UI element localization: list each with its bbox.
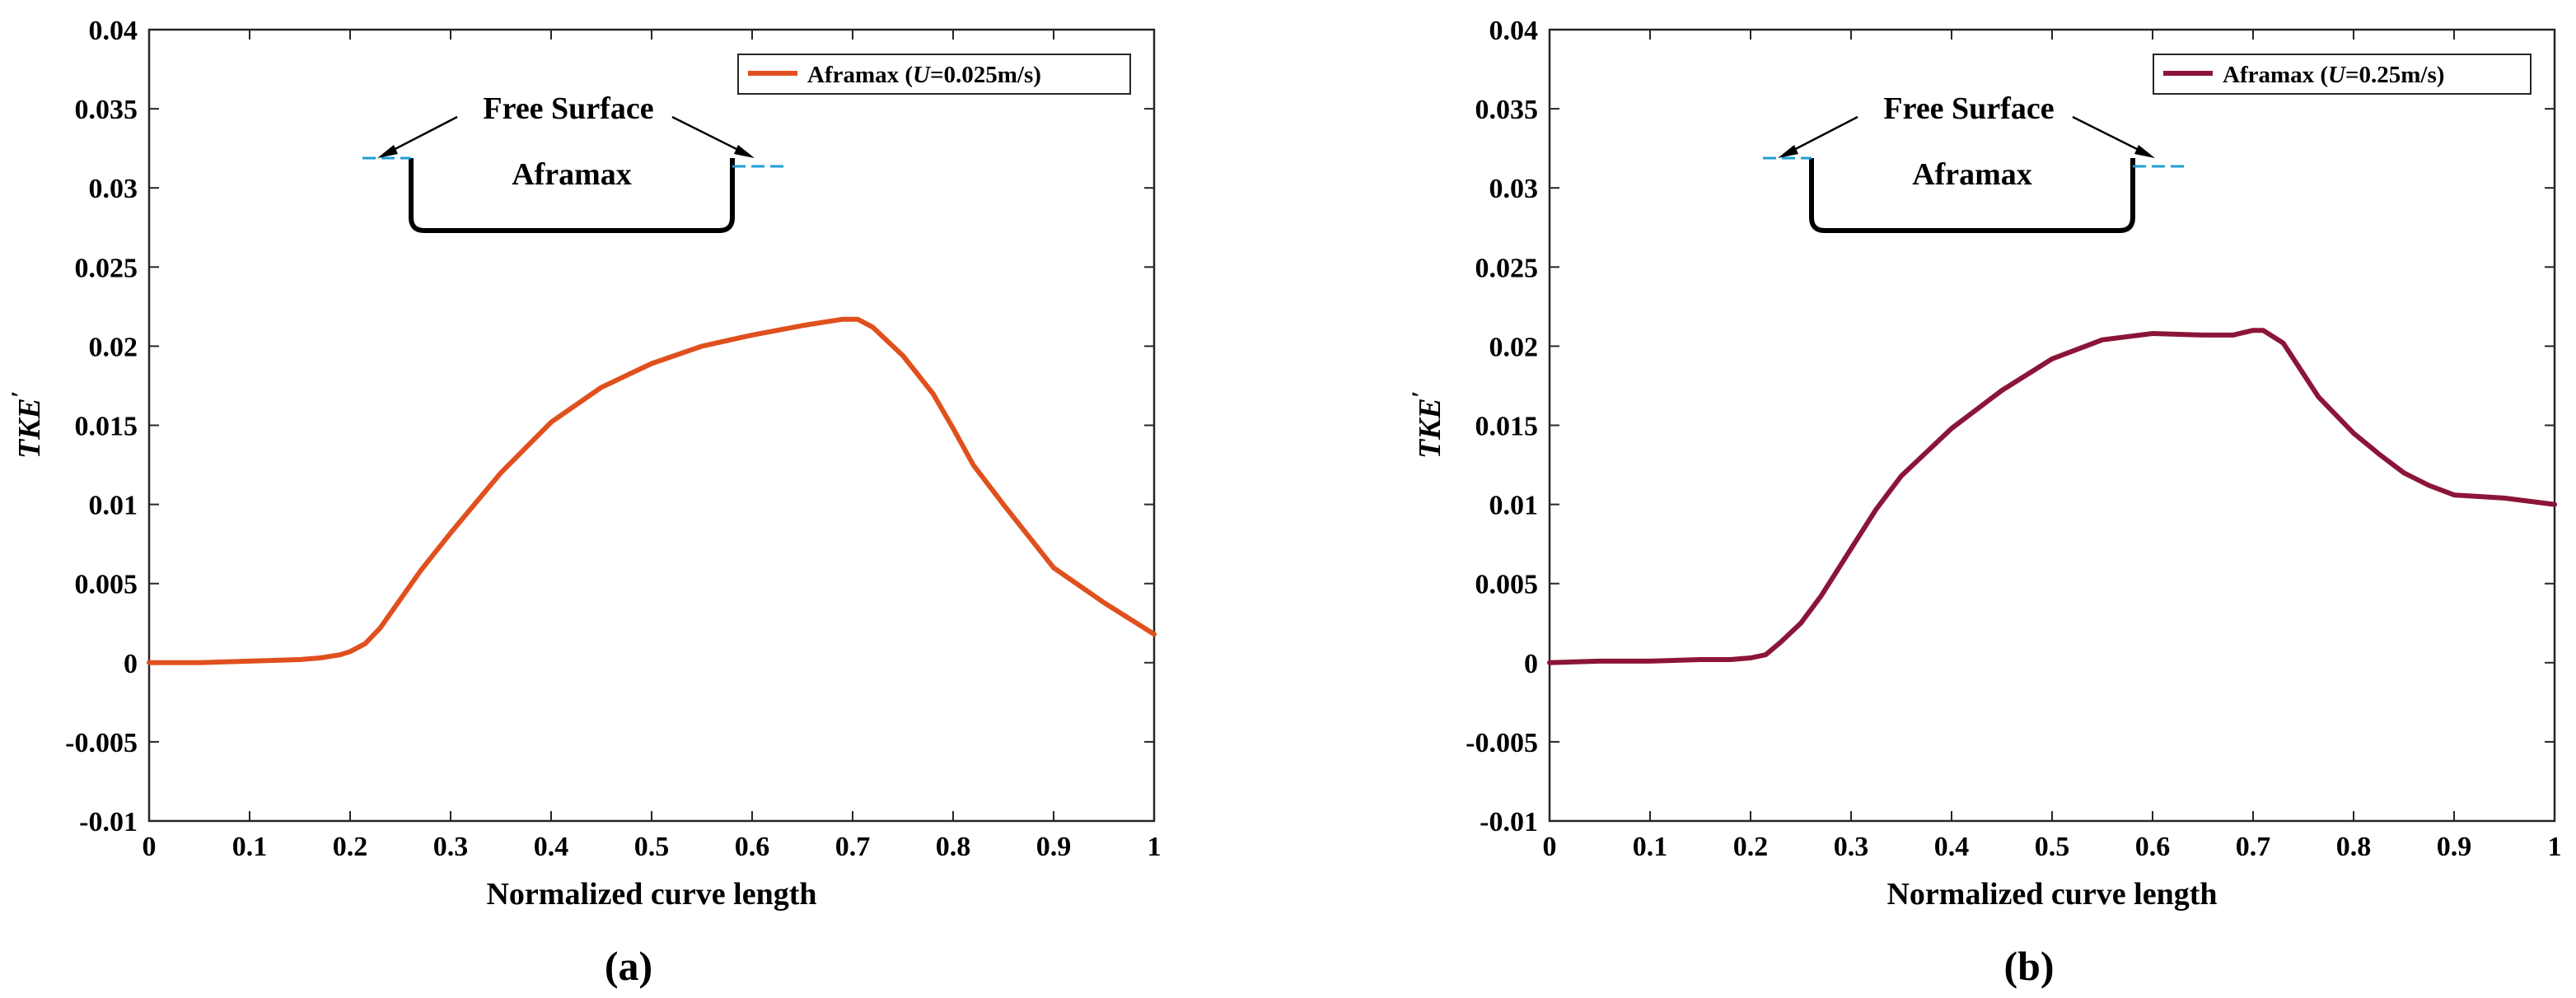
x-axis: 0 0.1 0.2 0.3 0.4 0.5 0.6 0.7 0.8 0.9 1 — [143, 30, 1162, 862]
series-line — [1547, 328, 2557, 665]
y-axis-label: TKE′ — [1407, 391, 1447, 459]
x-tick-label: 0 — [1543, 832, 1557, 862]
x-tick-label: 0.5 — [2035, 832, 2070, 862]
x-tick-label: 0.1 — [1633, 832, 1668, 862]
x-tick-label: 0.4 — [534, 832, 569, 862]
x-tick-label: 0 — [143, 832, 157, 862]
panel-caption: (b) — [2003, 943, 2054, 989]
x-tick-label: 0.6 — [2135, 832, 2171, 862]
y-tick-label: 0.03 — [1489, 174, 1539, 204]
x-tick-label: 0.8 — [2336, 832, 2372, 862]
legend-box — [2153, 54, 2532, 95]
y-axis-label: TKE′ — [7, 391, 47, 459]
y-axis: -0.01 -0.005 0 0.005 0.01 0.015 0.02 0.025 0.03 0… — [1466, 16, 2555, 837]
free-surface-label: Free Surface — [483, 91, 653, 126]
x-tick-label: 0.3 — [1834, 832, 1869, 862]
arrow-left — [1784, 115, 1858, 156]
y-tick-label: 0.035 — [75, 95, 138, 125]
x-tick-label: 1 — [1148, 832, 1162, 862]
y-tick-label: -0.01 — [79, 807, 138, 837]
y-tick-label: 0.04 — [1489, 16, 1539, 46]
y-tick-label: 0.015 — [1475, 412, 1539, 442]
hull-outline — [409, 158, 735, 233]
x-tick-label: 0.3 — [433, 832, 469, 862]
y-tick-label: 0.01 — [1489, 491, 1539, 521]
y-tick-label: 0.005 — [75, 570, 138, 600]
plot-area — [1548, 28, 2556, 823]
arrowhead-left — [1778, 145, 1798, 158]
legend: Aframax (U=0.025m/s) — [737, 54, 1131, 95]
arrowhead-right — [2134, 145, 2155, 158]
y-tick-label: 0.025 — [1475, 253, 1539, 283]
arrow-right — [2072, 115, 2149, 156]
y-tick-label: 0.02 — [89, 332, 138, 362]
hull-label: Aframax — [512, 157, 632, 192]
plot-area — [147, 28, 1156, 823]
hull-outline — [1809, 158, 2135, 233]
x-tick-label: 0.7 — [835, 832, 871, 862]
hull-label: Aframax — [1912, 157, 2032, 192]
x-tick-label: 0.2 — [1733, 832, 1769, 862]
x-tick-label: 0.7 — [2236, 832, 2271, 862]
x-tick-label: 0.2 — [333, 832, 368, 862]
free-surface-label: Free Surface — [1883, 91, 2054, 126]
x-tick-label: 0.1 — [232, 832, 268, 862]
y-tick-label: 0.005 — [1475, 570, 1539, 600]
legend-box — [737, 54, 1131, 95]
y-tick-label: 0 — [124, 649, 138, 679]
legend-label: Aframax (U=0.25m/s) — [2223, 62, 2444, 88]
x-tick-label: 0.6 — [735, 832, 770, 862]
y-tick-label: 0.035 — [1475, 95, 1539, 125]
x-tick-label: 0.5 — [634, 832, 670, 862]
y-tick-label: -0.005 — [65, 728, 138, 758]
inset-schematic: Free Surface Aframax — [1763, 91, 2185, 233]
panel-caption: (a) — [605, 943, 652, 989]
series-line — [147, 316, 1157, 665]
x-tick-label: 0.9 — [1036, 832, 1072, 862]
arrow-left — [383, 115, 458, 156]
y-tick-label: 0 — [1524, 649, 1538, 679]
y-tick-label: 0.02 — [1489, 332, 1539, 362]
arrow-right — [671, 115, 749, 156]
x-tick-label: 1 — [2548, 832, 2562, 862]
y-axis: -0.01 -0.005 0 0.005 0.01 0.015 0.02 0.025 0.03 0… — [65, 16, 1154, 837]
chart-panel-a: -0.01-0.00500.0050.010.0150.020.0250.030… — [7, 16, 1162, 989]
arrowhead-right — [734, 145, 755, 158]
y-tick-label: 0.01 — [89, 491, 138, 521]
legend: Aframax (U=0.25m/s) — [2153, 54, 2532, 95]
y-tick-label: 0.03 — [89, 174, 138, 204]
x-tick-label: 0.4 — [1934, 832, 1970, 862]
inset-schematic: Free Surface Aframax — [362, 91, 784, 233]
x-axis: 0 0.1 0.2 0.3 0.4 0.5 0.6 0.7 0.8 0.9 1 — [1543, 30, 2562, 862]
y-tick-label: 0.025 — [75, 253, 138, 283]
x-axis-label: Normalized curve length — [486, 877, 816, 912]
legend-label: Aframax (U=0.025m/s) — [807, 62, 1041, 88]
x-tick-label: 0.8 — [936, 832, 971, 862]
x-tick-label: 0.9 — [2437, 832, 2472, 862]
y-tick-label: 0.015 — [75, 412, 138, 442]
chart-panel-b: -0.01-0.00500.0050.010.0150.020.0250.030… — [1407, 16, 2562, 989]
arrowhead-left — [377, 145, 398, 158]
x-axis-label: Normalized curve length — [1886, 877, 2217, 912]
y-tick-label: -0.01 — [1480, 807, 1538, 837]
y-tick-label: 0.04 — [89, 16, 138, 46]
y-tick-label: -0.005 — [1466, 728, 1538, 758]
